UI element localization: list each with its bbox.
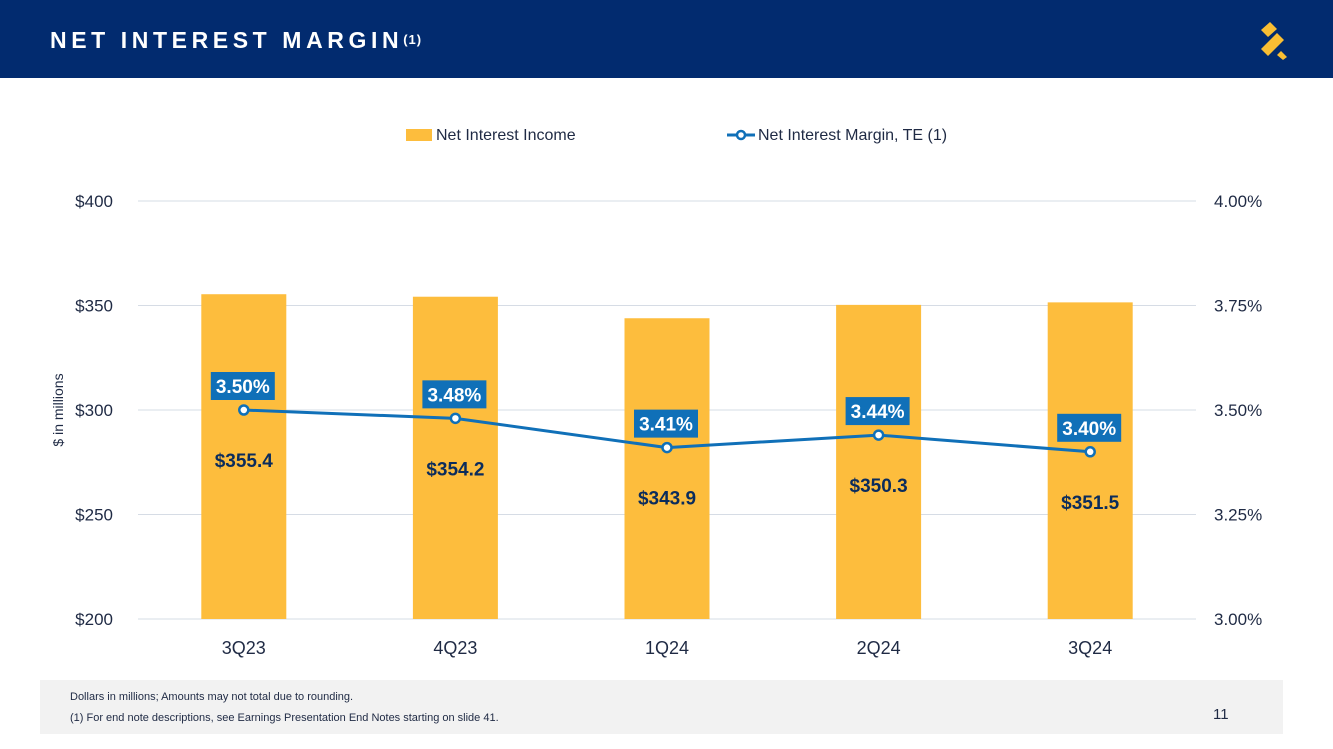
bar-value-label: $350.3	[850, 476, 908, 497]
nim-point-2q24	[872, 429, 885, 441]
y-right-tick-label: 3.00%	[1214, 610, 1262, 629]
page-title: NET INTEREST MARGIN(1)	[50, 27, 423, 53]
nim-label-box	[634, 409, 698, 438]
legend-item-net-interest-margin: Net Interest Margin, TE (1)	[726, 126, 947, 146]
page-number: 11	[1213, 706, 1229, 723]
title-note-marker: (1)	[403, 32, 423, 47]
y-right-tick-label: 3.75%	[1214, 297, 1262, 316]
y-left-tick-label: $300	[75, 401, 113, 420]
nim-value-label: 3.44%	[851, 402, 905, 423]
bar-value-label: $354.2	[426, 459, 484, 480]
legend-label-nim: Net Interest Margin, TE (1)	[758, 127, 948, 144]
y-axis-title: $ in millions	[50, 373, 66, 446]
nim-point-3q24	[1084, 446, 1096, 458]
x-tick-label: 2Q24	[857, 638, 901, 658]
y-right-tick-label: 3.50%	[1214, 401, 1262, 420]
nim-value-label: 3.41%	[639, 415, 693, 436]
nim-chart: $200 $250 $300 $350 $400 3.00% 3.25% 3.50% 3.75%…	[50, 192, 1262, 658]
y-left-tick-label: $400	[75, 192, 113, 211]
nim-point-4q23	[449, 412, 462, 425]
y-right-tick-label: 4.00%	[1214, 192, 1262, 211]
nim-value-label: 3.40%	[1062, 419, 1116, 440]
legend-line-swatch	[727, 129, 755, 141]
company-s-logo-icon	[1261, 22, 1287, 60]
x-tick-label: 3Q23	[222, 638, 266, 658]
nim-value-label: 3.50%	[216, 377, 270, 398]
footnote-rounding: Dollars in millions; Amounts may not tot…	[70, 691, 354, 703]
bar-3q23	[201, 294, 287, 619]
y-left-tick-label: $200	[75, 610, 113, 629]
y-left-tick-label: $350	[75, 297, 113, 316]
chart-legend: Net Interest Income Net Interest Margin,…	[0, 126, 1333, 148]
nim-point-1q24	[661, 441, 673, 454]
footnote-end-notes: (1) For end note descriptions, see Earni…	[70, 712, 499, 724]
bar-value-label: $355.4	[215, 451, 274, 472]
bar-1q24	[624, 318, 710, 619]
x-tick-label: 1Q24	[645, 638, 689, 658]
bar-value-label: $343.9	[638, 489, 696, 510]
bar-4q23	[412, 296, 498, 619]
nim-label-box	[845, 397, 910, 426]
x-tick-label: 3Q24	[1068, 638, 1112, 658]
x-tick-label: 4Q23	[433, 638, 477, 658]
legend-item-net-interest-income: Net Interest Income	[406, 126, 576, 146]
nim-label-box	[1057, 413, 1122, 442]
bar-value-label: $351.5	[1061, 493, 1120, 514]
nim-point-3q23	[238, 404, 250, 416]
bar-2q24	[836, 304, 922, 619]
legend-label-nii: Net Interest Income	[436, 127, 576, 144]
nim-value-label: 3.48%	[427, 385, 481, 406]
bar-3q24	[1047, 302, 1133, 619]
footnote-box: Dollars in millions; Amounts may not tot…	[40, 680, 1283, 734]
nim-label-box	[422, 380, 487, 409]
y-left-tick-label: $250	[75, 506, 113, 525]
legend-bar-swatch	[406, 128, 432, 141]
header-banner: NET INTEREST MARGIN(1)	[0, 0, 1333, 78]
nim-label-box	[210, 372, 275, 400]
y-right-tick-label: 3.25%	[1214, 506, 1262, 525]
